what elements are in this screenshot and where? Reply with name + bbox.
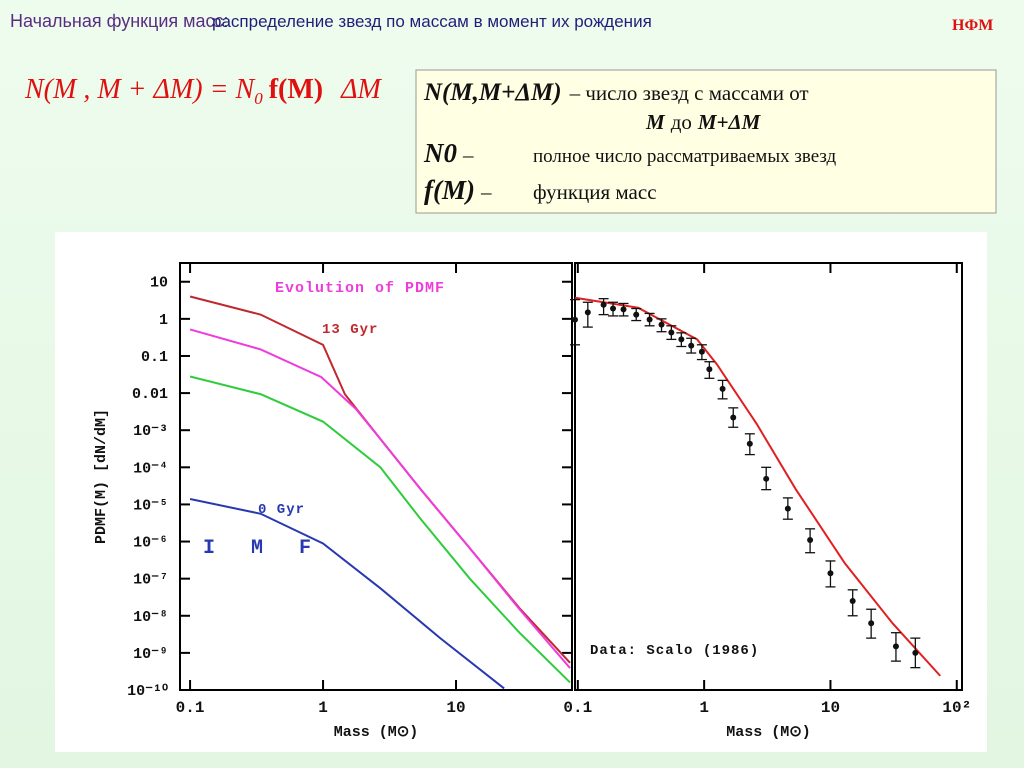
data-point xyxy=(730,414,737,421)
data-point xyxy=(658,321,665,328)
y-tick-label: 10⁻¹⁰ xyxy=(127,683,168,700)
chart-panel xyxy=(55,232,987,752)
def-line: f(M) – xyxy=(424,175,492,205)
data-point xyxy=(633,311,640,318)
data-point xyxy=(912,649,919,656)
data-point xyxy=(678,336,685,343)
x-tick-label: 1 xyxy=(699,699,709,717)
y-tick-label: 10⁻⁶ xyxy=(133,535,168,552)
def-text: до xyxy=(671,110,692,134)
data-point xyxy=(698,348,705,355)
data-point xyxy=(763,475,770,482)
formula: N(M , M + ΔM) = N0 f(M) ΔM xyxy=(24,74,383,108)
y-tick-label: 0.1 xyxy=(141,349,168,366)
data-point xyxy=(784,505,791,512)
def-term: N(M,M+ΔM) xyxy=(423,79,562,106)
data-point xyxy=(610,305,617,312)
def-text: функция масс xyxy=(533,180,657,204)
def-term: f(M) xyxy=(424,175,475,205)
y-axis-label: PDMF(M) [dN/dM] xyxy=(93,409,110,544)
y-tick-label: 10⁻⁷ xyxy=(133,572,168,589)
x-axis-label: Mass (M⊙) xyxy=(334,724,419,741)
def-text: полное число рассматриваемых звезд xyxy=(533,146,837,167)
annotation: Evolution of PDMF xyxy=(275,280,445,297)
y-tick-label: 0.01 xyxy=(132,386,168,403)
def-text: – xyxy=(462,143,474,167)
def-line: N(M,M+ΔM) – число звезд с массами от xyxy=(423,79,809,106)
data-point xyxy=(572,316,578,323)
data-point xyxy=(827,570,834,577)
x-tick-label: 0.1 xyxy=(176,699,205,717)
x-tick-label: 10² xyxy=(942,699,971,717)
def-term: M xyxy=(645,110,666,134)
def-line: N0– xyxy=(423,138,474,168)
definition-box xyxy=(415,69,997,214)
curve xyxy=(189,328,571,669)
plot-frame xyxy=(574,262,963,691)
def-term: N0 xyxy=(423,138,457,168)
y-tick-label: 10⁻⁸ xyxy=(133,609,168,626)
data-point xyxy=(868,620,875,627)
title-main: Начальная функция масс: xyxy=(10,11,229,31)
def-text: – число звезд с массами от xyxy=(569,81,809,105)
x-tick-label: 10 xyxy=(821,699,840,717)
data-point xyxy=(646,316,653,323)
formula-part: f(M) xyxy=(269,74,323,105)
annotation: 0 Gyr xyxy=(258,502,305,518)
curve xyxy=(189,498,505,690)
x-tick-label: 0.1 xyxy=(563,699,592,717)
plot-frame xyxy=(179,262,573,691)
y-tick-label: 10⁻⁹ xyxy=(133,646,168,663)
data-point xyxy=(807,537,814,544)
data-point xyxy=(849,598,856,605)
data-point xyxy=(620,306,627,313)
tag: НФМ xyxy=(952,17,993,34)
formula-sub: 0 xyxy=(254,89,263,108)
data-point xyxy=(668,329,675,336)
title-rest: распределение звезд по массам в момент и… xyxy=(212,12,652,31)
data-point xyxy=(892,643,899,650)
data-point xyxy=(688,342,695,349)
formula-part: ΔM xyxy=(340,74,382,105)
data-point xyxy=(719,385,726,392)
data-point xyxy=(706,366,713,373)
def-text: – xyxy=(480,180,492,204)
annotation: I M F xyxy=(203,537,323,560)
annotation: Data: Scalo (1986) xyxy=(590,643,759,659)
y-tick-label: 10 xyxy=(150,275,168,292)
curve xyxy=(189,375,571,684)
y-tick-label: 10⁻⁵ xyxy=(133,497,168,514)
y-tick-label: 10⁻⁴ xyxy=(133,460,168,477)
formula-part: N(M , M + ΔM) = N xyxy=(24,74,256,105)
x-axis-label: Mass (M⊙) xyxy=(726,724,811,741)
data-point xyxy=(600,301,607,308)
x-tick-label: 10 xyxy=(446,699,465,717)
data-point xyxy=(746,440,753,447)
x-tick-label: 1 xyxy=(318,699,328,717)
y-tick-label: 10⁻³ xyxy=(133,423,168,440)
y-tick-label: 1 xyxy=(159,312,168,329)
def-term: M+ΔM xyxy=(697,110,762,134)
annotation: 13 Gyr xyxy=(322,322,378,338)
data-point xyxy=(584,309,591,316)
